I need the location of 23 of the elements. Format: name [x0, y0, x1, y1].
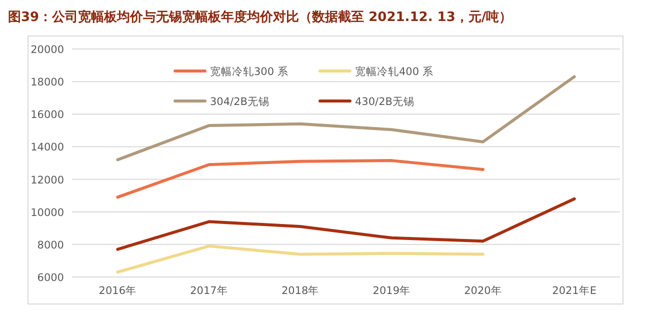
legend-label: 宽幅冷轧300 系: [210, 65, 288, 78]
line-series: [116, 159, 484, 199]
y-tick-label: 20000: [30, 44, 64, 56]
x-tick-label: 2021年E: [552, 285, 597, 297]
legend-label: 304/2B无锡: [210, 96, 270, 108]
line-series: [116, 244, 484, 274]
x-tick-label: 2018年: [281, 285, 320, 297]
line-series: [116, 197, 576, 251]
x-tick-label: 2020年: [464, 285, 502, 297]
y-tick-label: 14000: [30, 142, 64, 154]
x-tick-label: 2017年: [190, 285, 228, 297]
y-tick-label: 8000: [37, 239, 64, 252]
y-tick-label: 6000: [37, 272, 64, 284]
x-tick-label: 2019年: [372, 285, 411, 297]
y-tick-label: 12000: [30, 174, 64, 186]
y-tick-label: 18000: [30, 76, 64, 89]
x-tick-label: 2016年: [98, 285, 137, 297]
y-tick-label: 10000: [30, 206, 64, 219]
line-series: [116, 75, 576, 162]
chart-title: 图39：公司宽幅板均价与无锡宽幅板年度均价对比（数据截至 2021.12. 13，元/吨）: [8, 9, 512, 25]
legend-label: 宽幅冷轧400 系: [355, 65, 434, 78]
y-tick-label: 16000: [30, 109, 64, 122]
legend-label: 430/2B无锡: [355, 96, 414, 108]
